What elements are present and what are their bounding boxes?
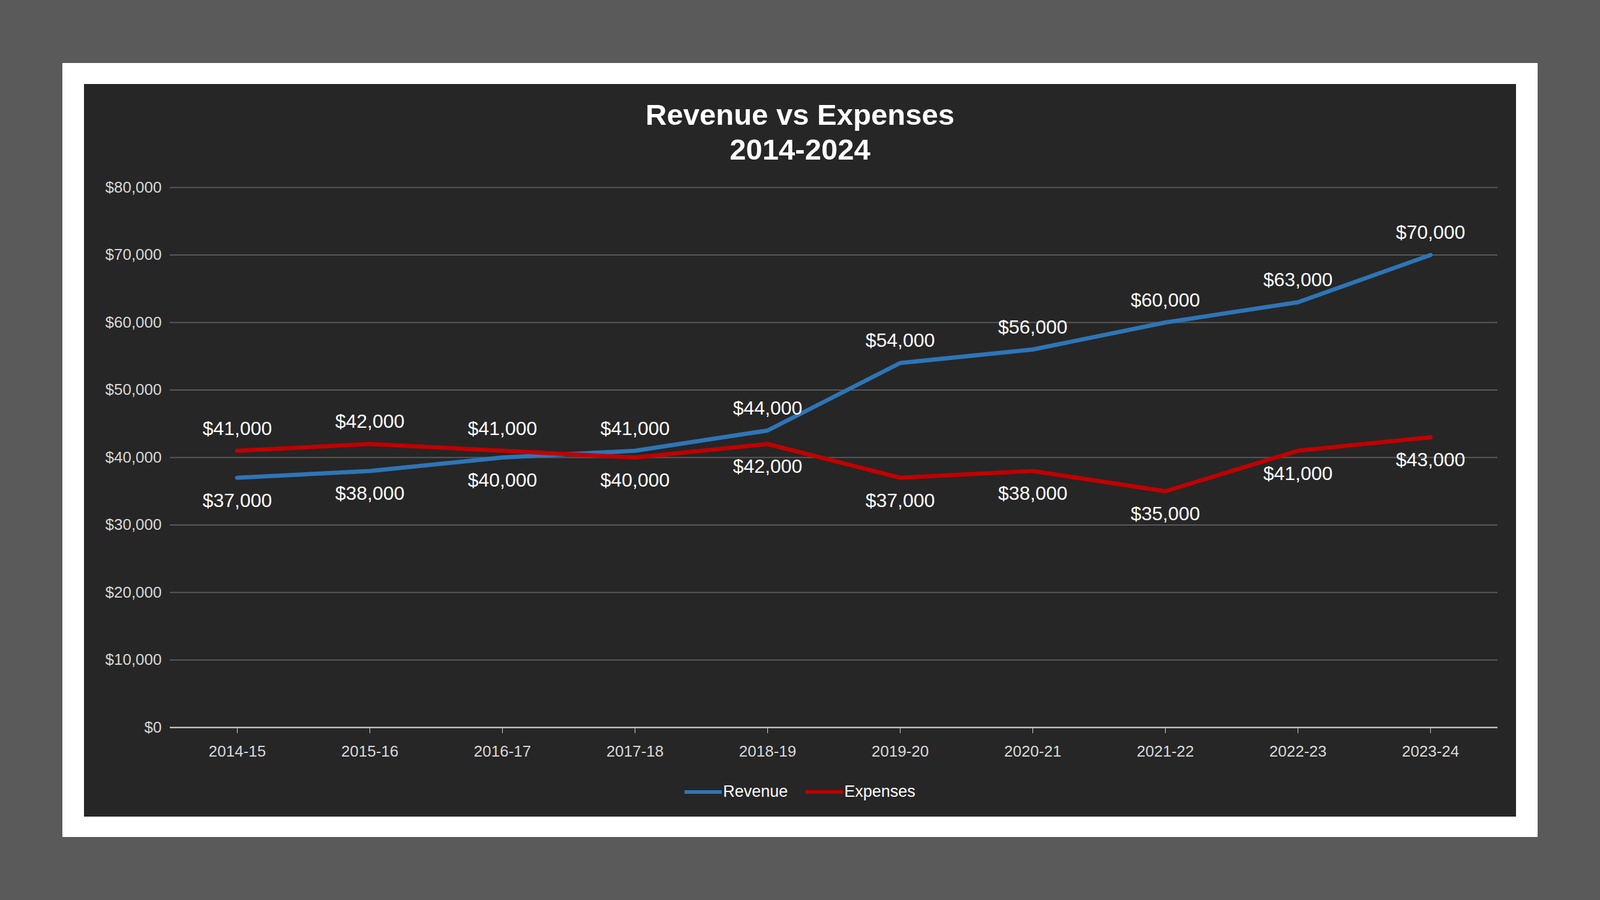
svg-text:$10,000: $10,000 [105,650,162,669]
svg-text:$44,000: $44,000 [733,397,803,419]
svg-text:$80,000: $80,000 [105,178,162,197]
svg-text:2020-21: 2020-21 [1004,742,1062,761]
svg-text:$70,000: $70,000 [1396,221,1466,243]
svg-text:$42,000: $42,000 [733,455,803,477]
svg-text:2022-23: 2022-23 [1269,742,1327,761]
svg-text:2019-20: 2019-20 [871,742,929,761]
svg-text:$63,000: $63,000 [1263,268,1334,291]
svg-text:$41,000: $41,000 [202,416,273,439]
svg-text:$41,000: $41,000 [600,416,671,439]
svg-text:2016-17: 2016-17 [473,742,531,761]
svg-text:$41,000: $41,000 [1263,461,1334,484]
svg-text:2015-16: 2015-16 [341,742,399,761]
html-text:2014-2024: 2014-2024 [729,133,871,166]
svg-text:2021-22: 2021-22 [1136,742,1194,761]
svg-text:$0: $0 [144,718,162,737]
svg-text:$40,000: $40,000 [467,469,538,491]
svg-text:$37,000: $37,000 [202,488,273,511]
svg-text:$43,000: $43,000 [1396,448,1466,471]
svg-text:$41,000: $41,000 [467,416,538,439]
svg-text:$50,000: $50,000 [105,380,162,399]
html-text:Revenue vs Expenses: Revenue vs Expenses [645,98,955,131]
svg-text:$38,000: $38,000 [335,482,405,504]
svg-text:2023-24: 2023-24 [1402,742,1460,761]
svg-text:$35,000: $35,000 [1130,502,1201,525]
svg-text:$42,000: $42,000 [335,410,405,432]
svg-text:$60,000: $60,000 [1130,289,1201,311]
svg-text:$60,000: $60,000 [105,313,162,332]
svg-text:$38,000: $38,000 [998,482,1068,504]
svg-text:$56,000: $56,000 [998,316,1068,338]
svg-text:$40,000: $40,000 [600,469,671,491]
html-text:Revenue: Revenue [723,782,788,801]
svg-text:$37,000: $37,000 [865,488,936,511]
svg-text:$40,000: $40,000 [105,448,162,467]
svg-text:2014-15: 2014-15 [208,742,266,761]
svg-text:$20,000: $20,000 [105,583,162,602]
svg-text:$30,000: $30,000 [105,515,162,534]
svg-text:2018-19: 2018-19 [739,742,797,761]
svg-text:$54,000: $54,000 [865,329,936,351]
svg-text:$70,000: $70,000 [105,245,162,264]
svg-text:2017-18: 2017-18 [606,742,664,761]
html-text:Expenses: Expenses [844,782,916,801]
